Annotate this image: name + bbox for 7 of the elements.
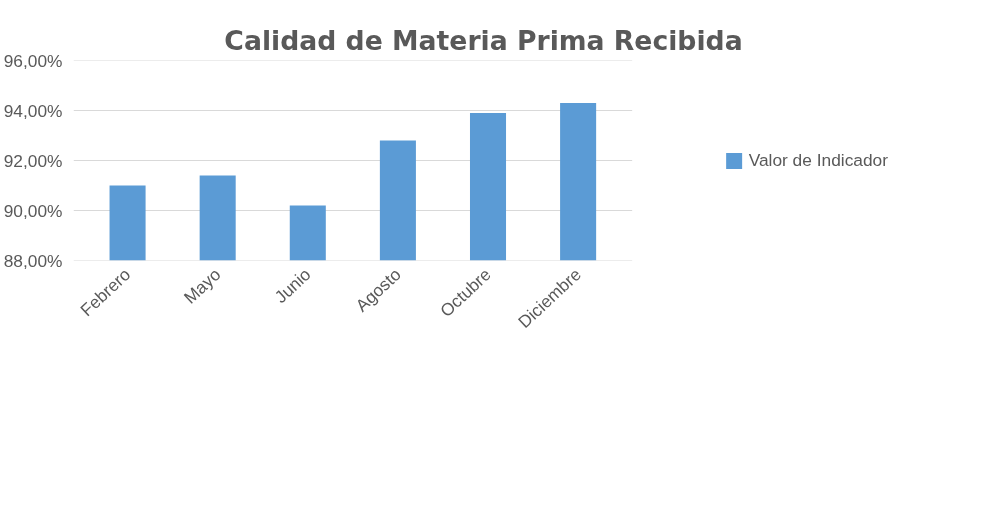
y-tick-label: 94,00% [3, 100, 63, 121]
legend-label: Valor de Indicador [748, 149, 888, 171]
y-tick-label: 88,00% [3, 250, 63, 271]
chart-title: Calidad de Materia Prima Recibida [224, 24, 743, 56]
y-tick-label: 96,00% [3, 50, 63, 71]
y-tick-label: 90,00% [3, 200, 63, 221]
y-tick-label: 92,00% [3, 150, 63, 171]
